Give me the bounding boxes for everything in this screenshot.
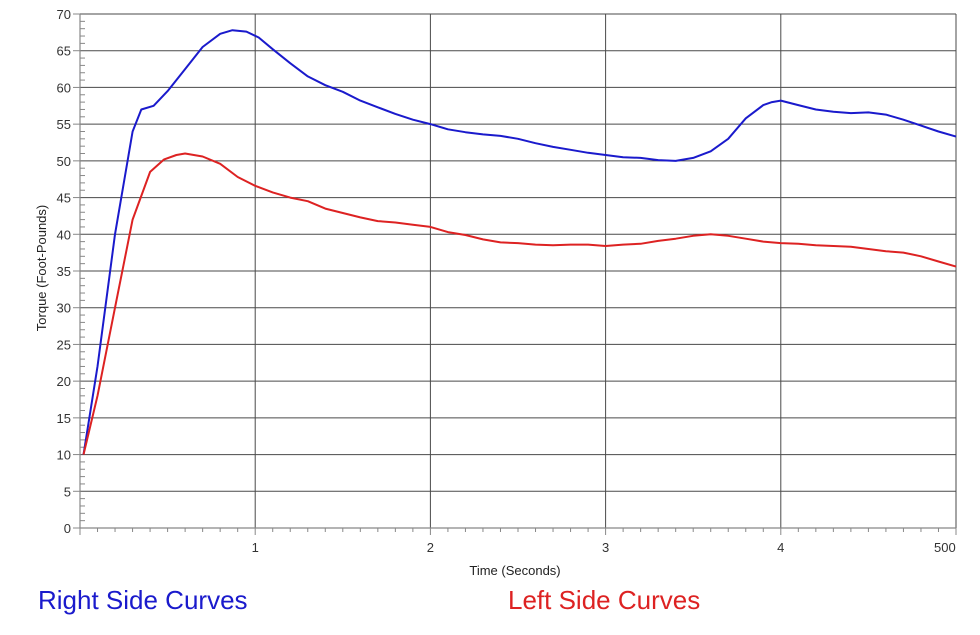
y-tick-label: 70 bbox=[57, 7, 71, 22]
series-line-right-side bbox=[82, 29, 957, 455]
y-tick-label: 15 bbox=[57, 411, 71, 426]
y-tick-label: 60 bbox=[57, 80, 71, 95]
y-tick-label: 45 bbox=[57, 191, 71, 206]
x-tick-label: 3 bbox=[602, 540, 609, 555]
y-tick-label: 5 bbox=[64, 484, 71, 499]
y-tick-label: 35 bbox=[57, 264, 71, 279]
y-tick-label: 50 bbox=[57, 154, 71, 169]
x-axis-title: Time (Seconds) bbox=[469, 563, 560, 578]
axis-layer: 0 5 10 15 20 25 30 35 40 45 50 55 60 65 70 1 2 3 4 500 bbox=[57, 7, 957, 555]
y-tick-label: 30 bbox=[57, 301, 71, 316]
grid-layer bbox=[80, 13, 957, 528]
y-tick-label: 40 bbox=[57, 227, 71, 242]
x-tick-label: 1 bbox=[252, 540, 259, 555]
y-axis-title: Torque (Foot-Pounds) bbox=[34, 205, 49, 331]
y-tick-label: 20 bbox=[57, 374, 71, 389]
y-tick-label: 0 bbox=[64, 521, 71, 536]
y-tick-label: 65 bbox=[57, 44, 71, 59]
y-tick-label: 25 bbox=[57, 337, 71, 352]
torque-line-chart: 0 5 10 15 20 25 30 35 40 45 50 55 60 65 70 1 2 3 4 500 Time… bbox=[34, 7, 957, 578]
legend-left-side-curves: Left Side Curves bbox=[508, 585, 701, 615]
legend-right-side-curves: Right Side Curves bbox=[38, 585, 248, 615]
y-tick-label: 55 bbox=[57, 117, 71, 132]
series-line-left-side bbox=[82, 152, 957, 455]
x-tick-label: 2 bbox=[427, 540, 434, 555]
y-tick-label: 10 bbox=[57, 448, 71, 463]
series-layer bbox=[82, 29, 957, 455]
x-tick-label: 4 bbox=[777, 540, 784, 555]
x-tick-label: 500 bbox=[934, 540, 956, 555]
